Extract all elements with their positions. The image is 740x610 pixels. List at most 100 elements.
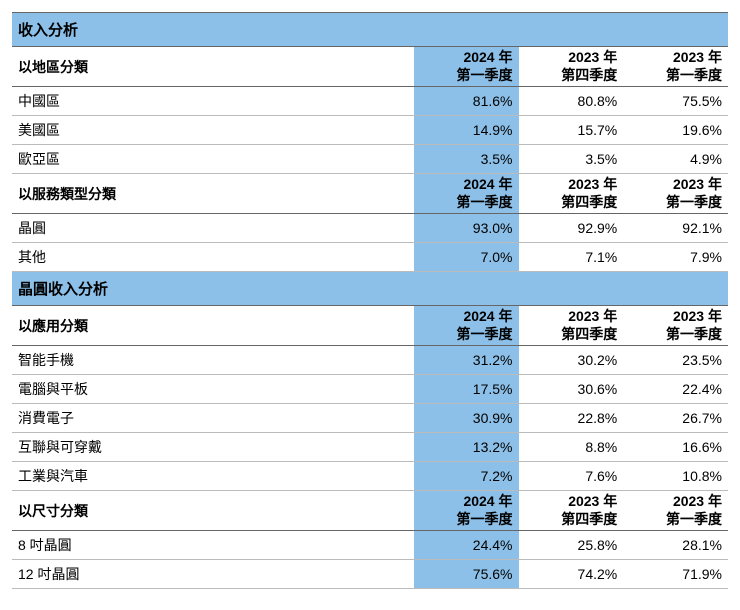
- row-value: 7.0%: [414, 243, 519, 272]
- row-value: 24.4%: [414, 531, 519, 560]
- period-year: 2024 年: [420, 308, 513, 326]
- row-value: 31.2%: [414, 346, 519, 375]
- period-header: 2024 年第一季度: [414, 174, 519, 214]
- group-label: 以服務類型分類: [12, 174, 414, 214]
- period-year: 2023 年: [629, 493, 722, 511]
- row-value: 23.5%: [623, 346, 728, 375]
- group-label: 以尺寸分類: [12, 491, 414, 531]
- row-value: 15.7%: [519, 116, 624, 145]
- period-header: 2023 年第四季度: [519, 306, 624, 346]
- period-quarter: 第四季度: [525, 67, 618, 85]
- row-label: 工業與汽車: [12, 462, 414, 491]
- period-year: 2024 年: [420, 176, 513, 194]
- row-value: 75.5%: [623, 87, 728, 116]
- period-year: 2023 年: [525, 493, 618, 511]
- row-value: 19.6%: [623, 116, 728, 145]
- period-header: 2023 年第四季度: [519, 47, 624, 87]
- group-label: 以地區分類: [12, 47, 414, 87]
- table-row: 8 吋晶圓24.4%25.8%28.1%: [12, 531, 728, 560]
- row-value: 28.1%: [623, 531, 728, 560]
- row-value: 74.2%: [519, 560, 624, 589]
- row-label: 電腦與平板: [12, 375, 414, 404]
- row-value: 93.0%: [414, 214, 519, 243]
- row-value: 92.1%: [623, 214, 728, 243]
- row-value: 7.6%: [519, 462, 624, 491]
- table-row: 晶圓93.0%92.9%92.1%: [12, 214, 728, 243]
- period-header: 2024 年第一季度: [414, 491, 519, 531]
- group-label: 以應用分類: [12, 306, 414, 346]
- section-title: 晶圓收入分析: [12, 272, 728, 306]
- period-header: 2023 年第一季度: [623, 174, 728, 214]
- section-title: 收入分析: [12, 13, 728, 47]
- row-label: 晶圓: [12, 214, 414, 243]
- row-label: 12 吋晶圓: [12, 560, 414, 589]
- row-value: 7.1%: [519, 243, 624, 272]
- row-label: 中國區: [12, 87, 414, 116]
- period-quarter: 第四季度: [525, 511, 618, 529]
- row-label: 美國區: [12, 116, 414, 145]
- row-value: 17.5%: [414, 375, 519, 404]
- group-header: 以服務類型分類2024 年第一季度2023 年第四季度2023 年第一季度: [12, 174, 728, 214]
- period-year: 2024 年: [420, 493, 513, 511]
- period-year: 2023 年: [629, 49, 722, 67]
- period-header: 2024 年第一季度: [414, 47, 519, 87]
- period-header: 2023 年第一季度: [623, 47, 728, 87]
- period-header: 2023 年第一季度: [623, 491, 728, 531]
- group-header: 以地區分類2024 年第一季度2023 年第四季度2023 年第一季度: [12, 47, 728, 87]
- period-quarter: 第一季度: [420, 194, 513, 212]
- period-quarter: 第四季度: [525, 194, 618, 212]
- row-value: 10.8%: [623, 462, 728, 491]
- table-row: 12 吋晶圓75.6%74.2%71.9%: [12, 560, 728, 589]
- row-value: 25.8%: [519, 531, 624, 560]
- revenue-analysis-table: 收入分析以地區分類2024 年第一季度2023 年第四季度2023 年第一季度中…: [12, 12, 728, 589]
- row-label: 8 吋晶圓: [12, 531, 414, 560]
- period-quarter: 第一季度: [420, 326, 513, 344]
- table-row: 消費電子30.9%22.8%26.7%: [12, 404, 728, 433]
- table-row: 美國區14.9%15.7%19.6%: [12, 116, 728, 145]
- row-label: 歐亞區: [12, 145, 414, 174]
- row-value: 3.5%: [414, 145, 519, 174]
- row-value: 30.2%: [519, 346, 624, 375]
- period-header: 2024 年第一季度: [414, 306, 519, 346]
- row-value: 81.6%: [414, 87, 519, 116]
- period-header: 2023 年第一季度: [623, 306, 728, 346]
- row-value: 80.8%: [519, 87, 624, 116]
- row-value: 30.9%: [414, 404, 519, 433]
- row-value: 7.9%: [623, 243, 728, 272]
- row-label: 互聯與可穿戴: [12, 433, 414, 462]
- group-header: 以應用分類2024 年第一季度2023 年第四季度2023 年第一季度: [12, 306, 728, 346]
- period-quarter: 第四季度: [525, 326, 618, 344]
- row-value: 22.4%: [623, 375, 728, 404]
- period-header: 2023 年第四季度: [519, 174, 624, 214]
- row-value: 71.9%: [623, 560, 728, 589]
- period-year: 2023 年: [629, 308, 722, 326]
- table-row: 其他7.0%7.1%7.9%: [12, 243, 728, 272]
- row-value: 75.6%: [414, 560, 519, 589]
- table-row: 電腦與平板17.5%30.6%22.4%: [12, 375, 728, 404]
- period-year: 2023 年: [525, 308, 618, 326]
- table-row: 歐亞區3.5%3.5%4.9%: [12, 145, 728, 174]
- period-quarter: 第一季度: [629, 67, 722, 85]
- row-label: 智能手機: [12, 346, 414, 375]
- period-year: 2024 年: [420, 49, 513, 67]
- group-header: 以尺寸分類2024 年第一季度2023 年第四季度2023 年第一季度: [12, 491, 728, 531]
- row-value: 4.9%: [623, 145, 728, 174]
- row-value: 14.9%: [414, 116, 519, 145]
- period-quarter: 第一季度: [420, 511, 513, 529]
- row-value: 22.8%: [519, 404, 624, 433]
- period-quarter: 第一季度: [629, 194, 722, 212]
- period-quarter: 第一季度: [629, 511, 722, 529]
- row-value: 7.2%: [414, 462, 519, 491]
- table-row: 互聯與可穿戴13.2%8.8%16.6%: [12, 433, 728, 462]
- section-header: 晶圓收入分析: [12, 272, 728, 306]
- table-row: 智能手機31.2%30.2%23.5%: [12, 346, 728, 375]
- row-value: 92.9%: [519, 214, 624, 243]
- row-value: 26.7%: [623, 404, 728, 433]
- period-year: 2023 年: [629, 176, 722, 194]
- period-quarter: 第一季度: [629, 326, 722, 344]
- period-year: 2023 年: [525, 176, 618, 194]
- row-value: 3.5%: [519, 145, 624, 174]
- row-value: 30.6%: [519, 375, 624, 404]
- table-row: 中國區81.6%80.8%75.5%: [12, 87, 728, 116]
- row-label: 消費電子: [12, 404, 414, 433]
